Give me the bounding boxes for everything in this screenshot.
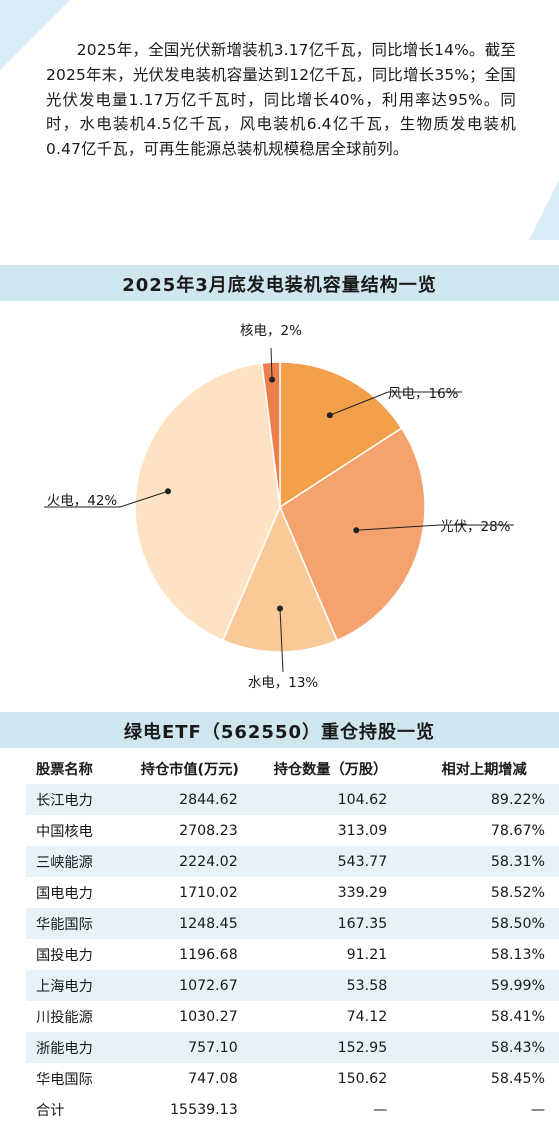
table-row: 川投能源 1030.27 74.12 58.41% xyxy=(26,1001,559,1032)
quantity-cell: 339.29 xyxy=(251,877,410,908)
corner-decoration-top-left xyxy=(0,0,70,70)
change-cell: 89.22% xyxy=(409,784,559,815)
quantity-cell: 313.09 xyxy=(251,815,410,846)
chart-title: 2025年3月底发电装机容量结构一览 xyxy=(122,275,437,296)
stock-name-cell: 中国核电 xyxy=(26,815,128,846)
change-cell: 78.67% xyxy=(409,815,559,846)
table-row: 中国核电 2708.23 313.09 78.67% xyxy=(26,815,559,846)
pie-chart: 风电，16% 光伏，28% 水电，13% 火电，42% 核电，2% xyxy=(44,323,514,691)
stock-name-cell: 浙能电力 xyxy=(26,1032,128,1063)
column-header-value: 持仓市值(万元) xyxy=(140,762,239,778)
stock-name-cell: 国电电力 xyxy=(26,877,128,908)
quantity-cell: 104.62 xyxy=(251,784,410,815)
change-cell: 58.43% xyxy=(409,1032,559,1063)
quantity-cell: 167.35 xyxy=(251,908,410,939)
pie-leader-line-1 xyxy=(356,524,441,531)
pie-leader-line-2 xyxy=(279,608,284,673)
table-title: 绿电ETF（562550）重仓持股一览 xyxy=(123,722,435,743)
market-value-cell: 2224.02 xyxy=(127,846,252,877)
stock-name-cell: 国投电力 xyxy=(26,939,128,970)
pie-slice-1 xyxy=(279,427,426,642)
quantity-cell: 150.62 xyxy=(251,1063,410,1094)
quantity-cell: 53.58 xyxy=(251,970,410,1001)
pie-slice-2 xyxy=(221,505,339,653)
stock-name-cell: 华能国际 xyxy=(26,908,128,939)
table-header-row: 股票名称 持仓市值(万元) 持仓数量（万股） 相对上期增减 xyxy=(26,754,559,784)
intro-paragraph: 2025年，全国光伏新增装机3.17亿千瓦，同比增长14%。截至2025年末，光… xyxy=(46,41,516,159)
pie-leader-line-0 xyxy=(329,391,389,416)
market-value-cell: 757.10 xyxy=(127,1032,252,1063)
table-total-row: 合计 15539.13— — xyxy=(26,1094,559,1125)
holdings-table: 股票名称 持仓市值(万元) 持仓数量（万股） 相对上期增减 长江电力 2844.6… xyxy=(26,754,559,1125)
quantity-cell: 152.95 xyxy=(251,1032,410,1063)
market-value-cell: 2708.23 xyxy=(127,815,252,846)
table-header-band xyxy=(0,712,559,748)
total-value-cell: 15539.13 xyxy=(127,1094,252,1125)
stock-name-cell: 川投能源 xyxy=(26,1001,128,1032)
quantity-cell: 91.21 xyxy=(251,939,410,970)
stock-name-cell: 华电国际 xyxy=(26,1063,128,1094)
table-row: 长江电力 2844.62 104.62 89.22% xyxy=(26,784,559,815)
change-cell: 58.41% xyxy=(409,1001,559,1032)
table-row: 浙能电力 757.10 152.95 58.43% xyxy=(26,1032,559,1063)
table-row: 华能国际 1248.45 167.35 58.50% xyxy=(26,908,559,939)
pie-label-1: 光伏，28% xyxy=(440,519,511,535)
pie-leader-line-4 xyxy=(270,347,273,380)
market-value-cell: 2844.62 xyxy=(127,784,252,815)
pie-label-3: 火电，42% xyxy=(47,493,118,509)
market-value-cell: 1248.45 xyxy=(127,908,252,939)
quantity-cell: 74.12 xyxy=(251,1001,410,1032)
change-cell: 58.52% xyxy=(409,877,559,908)
pie-label-0: 风电，16% xyxy=(388,386,459,402)
table-row: 国电电力 1710.02 339.29 58.52% xyxy=(26,877,559,908)
table-row: 华电国际 747.08 150.62 58.45% xyxy=(26,1063,559,1094)
pie-slice-3 xyxy=(134,362,281,642)
column-header-name: 股票名称 xyxy=(36,762,93,778)
table-row: 国投电力 1196.68 91.21 58.13% xyxy=(26,939,559,970)
market-value-cell: 1196.68 xyxy=(127,939,252,970)
quantity-cell: 543.77 xyxy=(251,846,410,877)
column-header-change: 相对上期增减 xyxy=(441,762,527,778)
change-cell: 58.31% xyxy=(409,846,559,877)
intro-text: 2025年，全国光伏新增装机3.17亿千瓦，同比增长14%。截至2025年末，光… xyxy=(46,38,516,162)
total-quantity-cell: — xyxy=(251,1094,410,1125)
market-value-cell: 747.08 xyxy=(127,1063,252,1094)
pie-leader-line-3 xyxy=(119,490,169,508)
chart-header-band xyxy=(0,265,559,301)
corner-decoration-right xyxy=(529,0,559,240)
table-row: 三峡能源 2224.02 543.77 58.31% xyxy=(26,846,559,877)
stock-name-cell: 长江电力 xyxy=(26,784,128,815)
market-value-cell: 1710.02 xyxy=(127,877,252,908)
stock-name-cell: 三峡能源 xyxy=(26,846,128,877)
market-value-cell: 1072.67 xyxy=(127,970,252,1001)
change-cell: 58.50% xyxy=(409,908,559,939)
pie-label-4: 核电，2% xyxy=(240,323,302,339)
market-value-cell: 1030.27 xyxy=(127,1001,252,1032)
column-header-quantity: 持仓数量（万股） xyxy=(273,762,388,778)
total-change-cell: — xyxy=(409,1094,559,1125)
total-label-cell: 合计 xyxy=(26,1094,128,1125)
pie-label-2: 水电，13% xyxy=(248,675,319,691)
change-cell: 58.13% xyxy=(409,939,559,970)
table-row: 上海电力 1072.67 53.58 59.99% xyxy=(26,970,559,1001)
stock-name-cell: 上海电力 xyxy=(26,970,128,1001)
change-cell: 58.45% xyxy=(409,1063,559,1094)
change-cell: 59.99% xyxy=(409,970,559,1001)
